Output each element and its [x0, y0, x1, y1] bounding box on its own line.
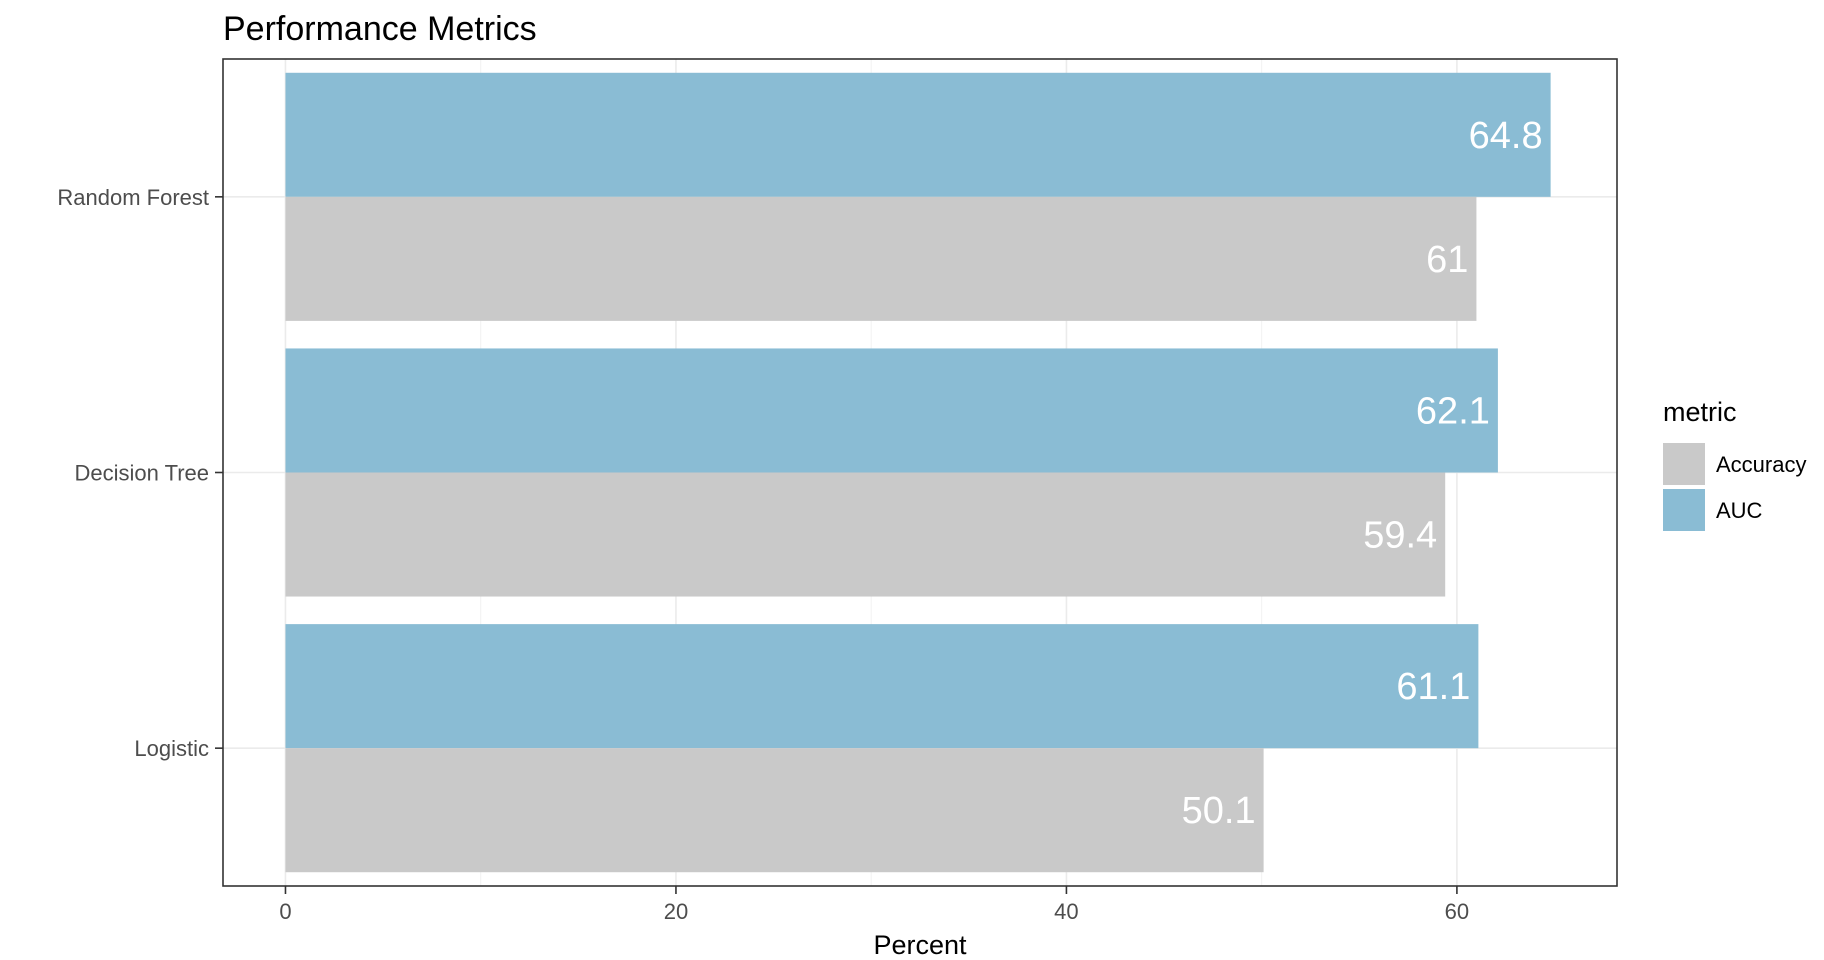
bars [285, 72, 1551, 873]
data-label-accuracy: 59.4 [1363, 515, 1437, 557]
data-labels: 64.8 62.1 61.1 61 59.4 50.1 [1182, 115, 1543, 832]
bar-auc-logistic [285, 624, 1479, 749]
x-tick-label: 0 [279, 899, 291, 924]
x-axis-title: Percent [873, 930, 967, 960]
chart-title: Performance Metrics [223, 10, 537, 48]
bar-auc-random-forest [285, 72, 1551, 197]
x-tick-label: 40 [1054, 899, 1078, 924]
data-label-auc: 61.1 [1396, 666, 1470, 708]
legend: metric Accuracy AUC [1663, 397, 1806, 531]
data-label-accuracy: 61 [1426, 239, 1468, 281]
legend-label-auc: AUC [1716, 498, 1763, 523]
y-tick-label: Random Forest [57, 185, 209, 210]
y-tick-label: Logistic [134, 736, 209, 761]
bar-accuracy-logistic [285, 748, 1264, 873]
legend-title: metric [1663, 397, 1737, 427]
data-label-auc: 62.1 [1416, 390, 1490, 432]
legend-label-accuracy: Accuracy [1716, 452, 1806, 477]
data-label-auc: 64.8 [1469, 115, 1543, 157]
y-tick-label: Decision Tree [74, 461, 209, 486]
data-label-accuracy: 50.1 [1182, 790, 1256, 832]
axes: Random Forest Decision Tree Logistic 0 20 40 6… [57, 185, 1469, 924]
x-tick-label: 60 [1445, 899, 1469, 924]
legend-key-auc [1663, 489, 1705, 531]
bar-auc-decision-tree [285, 348, 1498, 473]
x-tick-label: 20 [664, 899, 688, 924]
bar-accuracy-random-forest [285, 196, 1477, 321]
legend-key-accuracy [1663, 443, 1705, 485]
bar-accuracy-decision-tree [285, 472, 1446, 597]
